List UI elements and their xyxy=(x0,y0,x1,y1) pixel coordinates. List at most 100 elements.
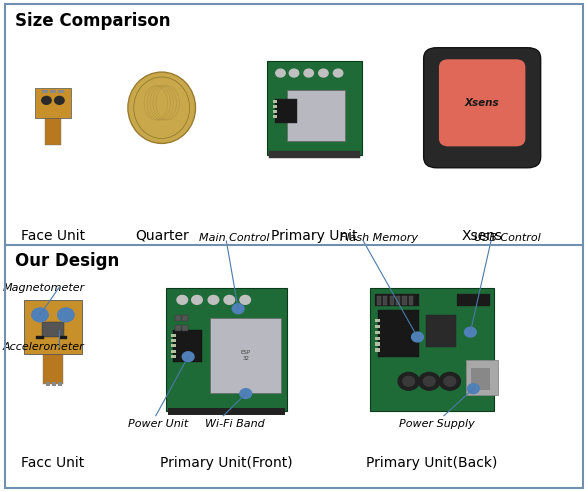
FancyBboxPatch shape xyxy=(472,368,490,390)
FancyBboxPatch shape xyxy=(287,90,345,141)
Text: Primary Unit(Back): Primary Unit(Back) xyxy=(366,456,498,470)
Bar xyxy=(42,322,64,337)
Bar xyxy=(171,334,176,337)
Circle shape xyxy=(55,96,64,104)
Text: Our Design: Our Design xyxy=(15,252,119,270)
Circle shape xyxy=(240,389,252,399)
Circle shape xyxy=(177,295,188,304)
Bar xyxy=(168,407,285,415)
Bar xyxy=(273,115,278,118)
Bar xyxy=(182,315,188,321)
Bar xyxy=(171,344,176,347)
Bar xyxy=(36,336,44,339)
Bar xyxy=(58,382,62,386)
Circle shape xyxy=(467,384,479,394)
Circle shape xyxy=(419,372,440,390)
Bar xyxy=(269,151,360,158)
Bar xyxy=(171,355,176,358)
Bar xyxy=(396,296,400,305)
Bar xyxy=(376,296,381,305)
Bar xyxy=(426,315,456,347)
Bar xyxy=(402,296,406,305)
Circle shape xyxy=(208,295,219,304)
Circle shape xyxy=(32,308,48,322)
Circle shape xyxy=(276,69,285,77)
FancyBboxPatch shape xyxy=(466,360,497,395)
Bar xyxy=(383,296,387,305)
Text: Xsens: Xsens xyxy=(465,98,499,108)
Bar xyxy=(375,337,380,340)
Circle shape xyxy=(465,327,476,337)
FancyBboxPatch shape xyxy=(166,287,287,411)
Bar xyxy=(58,90,64,93)
FancyBboxPatch shape xyxy=(439,59,525,147)
Circle shape xyxy=(304,69,313,77)
Bar xyxy=(182,325,188,331)
Bar xyxy=(171,339,176,342)
Bar xyxy=(171,350,176,353)
Circle shape xyxy=(444,376,456,386)
Circle shape xyxy=(58,308,74,322)
Text: Facc Unit: Facc Unit xyxy=(21,456,85,470)
Text: Flash Memory: Flash Memory xyxy=(340,233,418,243)
Bar xyxy=(273,110,278,113)
FancyBboxPatch shape xyxy=(35,88,71,118)
Bar xyxy=(52,382,56,386)
Bar xyxy=(377,310,419,357)
Circle shape xyxy=(439,372,460,390)
Circle shape xyxy=(412,332,423,342)
FancyBboxPatch shape xyxy=(267,61,362,154)
Bar xyxy=(375,319,380,322)
FancyBboxPatch shape xyxy=(423,48,540,168)
Circle shape xyxy=(240,295,250,304)
Bar xyxy=(273,100,278,103)
Circle shape xyxy=(182,352,194,362)
Bar xyxy=(273,105,278,108)
FancyBboxPatch shape xyxy=(45,118,61,145)
Bar xyxy=(175,315,181,321)
Bar xyxy=(375,294,419,306)
FancyBboxPatch shape xyxy=(43,348,63,384)
Circle shape xyxy=(289,69,299,77)
Text: Face Unit: Face Unit xyxy=(21,229,85,243)
Bar xyxy=(375,342,380,346)
Text: Power Supply: Power Supply xyxy=(399,419,475,429)
Bar xyxy=(175,325,181,331)
Bar xyxy=(46,382,50,386)
Circle shape xyxy=(192,295,202,304)
FancyBboxPatch shape xyxy=(370,287,494,411)
Text: Primary Unit(Front): Primary Unit(Front) xyxy=(160,456,293,470)
Text: Primary Unit: Primary Unit xyxy=(271,229,358,243)
Text: Magnetometer: Magnetometer xyxy=(3,283,85,293)
Text: Main Control: Main Control xyxy=(199,233,269,243)
Text: Quarter: Quarter xyxy=(135,229,189,243)
Circle shape xyxy=(423,376,435,386)
FancyBboxPatch shape xyxy=(210,318,281,393)
FancyBboxPatch shape xyxy=(24,300,82,354)
Circle shape xyxy=(319,69,328,77)
Bar xyxy=(389,296,394,305)
Circle shape xyxy=(333,69,343,77)
Bar xyxy=(457,294,490,306)
Text: ESP
32: ESP 32 xyxy=(240,350,251,361)
Bar xyxy=(375,331,380,334)
Bar xyxy=(60,336,67,339)
Circle shape xyxy=(398,372,419,390)
Bar xyxy=(375,348,380,352)
Text: Accelerometer: Accelerometer xyxy=(3,342,85,352)
Bar xyxy=(275,99,298,123)
Bar xyxy=(42,90,48,93)
Circle shape xyxy=(224,295,235,304)
Circle shape xyxy=(232,304,244,314)
Bar xyxy=(409,296,413,305)
Text: Size Comparison: Size Comparison xyxy=(15,12,170,31)
Text: Power Unit: Power Unit xyxy=(128,419,188,429)
Text: Wi-Fi Band: Wi-Fi Band xyxy=(205,419,265,429)
Bar xyxy=(375,325,380,328)
Bar xyxy=(173,330,202,362)
Text: USB Control: USB Control xyxy=(474,233,541,243)
Bar xyxy=(50,90,56,93)
Ellipse shape xyxy=(128,72,195,144)
Circle shape xyxy=(42,96,51,104)
Circle shape xyxy=(403,376,415,386)
